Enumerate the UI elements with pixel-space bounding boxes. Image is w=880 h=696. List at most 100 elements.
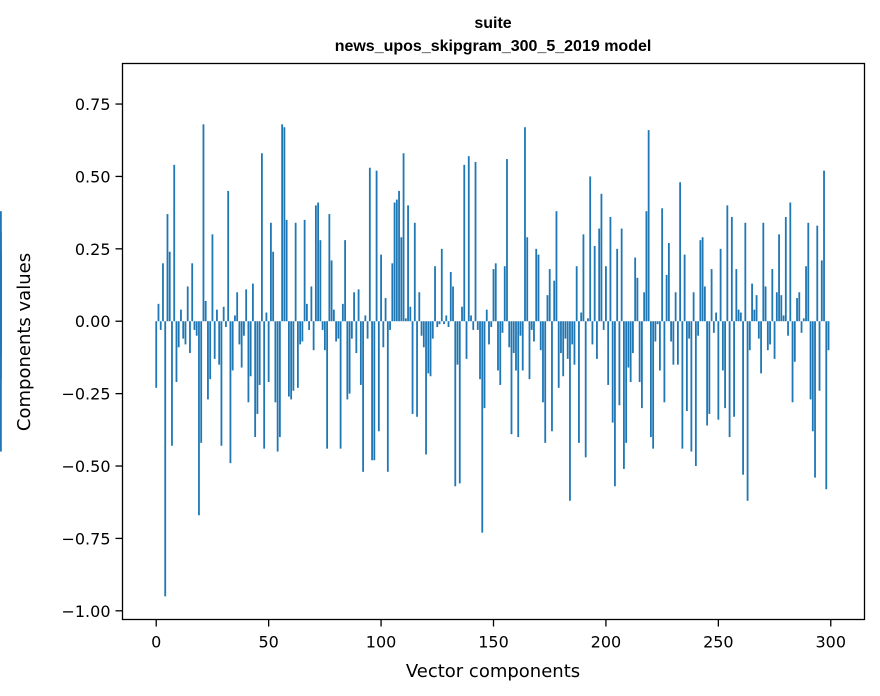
bar-4 xyxy=(164,321,167,597)
bar-186 xyxy=(573,321,576,365)
bar-249 xyxy=(715,312,717,322)
bar-282 xyxy=(789,202,792,322)
bar-94 xyxy=(366,321,369,339)
bar-69 xyxy=(310,286,313,322)
bar-238 xyxy=(690,321,693,452)
bar-129 xyxy=(445,315,448,322)
bar-41 xyxy=(247,321,250,403)
bar-6 xyxy=(168,251,171,322)
bar-106 xyxy=(393,202,396,322)
bar-293 xyxy=(814,321,816,478)
bar-244 xyxy=(703,286,706,322)
bar-151 xyxy=(494,263,497,322)
bar-252 xyxy=(721,321,724,371)
bar-255 xyxy=(728,321,731,438)
bar-64 xyxy=(299,321,302,345)
bar-206 xyxy=(618,321,621,406)
bar-15 xyxy=(189,321,191,354)
bar-246 xyxy=(708,321,711,414)
bar-124 xyxy=(434,266,436,322)
bar-241 xyxy=(697,321,700,336)
bar-237 xyxy=(688,321,691,339)
bar-142 xyxy=(474,161,477,322)
bar-222 xyxy=(654,321,657,342)
x-axis-label: Vector components xyxy=(406,661,580,682)
bar-10 xyxy=(177,321,180,348)
y-tick-label-1: −0.75 xyxy=(61,529,110,548)
bar-295 xyxy=(818,321,821,391)
bar-182 xyxy=(564,321,567,339)
bar-215 xyxy=(638,321,641,383)
bar-284 xyxy=(793,321,796,362)
chart-title-line-1: suite xyxy=(474,15,511,32)
bar-169 xyxy=(535,248,538,322)
bar-149 xyxy=(490,321,493,328)
bar-195 xyxy=(593,245,596,322)
bar-226 xyxy=(663,321,666,403)
bar-155 xyxy=(503,266,506,322)
bar-122 xyxy=(429,321,432,377)
bar-183 xyxy=(566,321,569,359)
bar-164 xyxy=(524,127,526,322)
bar-175 xyxy=(548,269,551,322)
bars-group xyxy=(0,124,830,597)
bar-16 xyxy=(191,263,194,322)
bar-194 xyxy=(591,321,594,345)
bar-245 xyxy=(706,321,709,426)
bar-240 xyxy=(694,321,697,467)
bar-152 xyxy=(497,321,499,371)
bar-268 xyxy=(757,321,760,339)
bar-125 xyxy=(436,321,439,328)
bar-42 xyxy=(249,321,252,377)
bar-188 xyxy=(578,321,580,443)
bar-208 xyxy=(623,321,625,469)
bar-38 xyxy=(240,321,243,368)
bar-145 xyxy=(481,321,484,533)
bar-72 xyxy=(317,202,320,322)
bar-113 xyxy=(409,306,412,322)
y-tick-label-0: −1.00 xyxy=(61,602,110,621)
bar-136 xyxy=(461,306,463,322)
bar-66 xyxy=(303,219,306,322)
bar-143 xyxy=(476,321,479,330)
bar-154 xyxy=(501,321,504,333)
bar-undefined xyxy=(0,321,2,333)
x-tick-label-200: 200 xyxy=(591,633,622,652)
bar-141 xyxy=(472,321,475,330)
bar-20 xyxy=(200,321,203,443)
bar-73 xyxy=(319,240,322,322)
bar-130 xyxy=(447,321,450,328)
bar-26 xyxy=(213,321,216,359)
bar-85 xyxy=(346,321,349,400)
bar-193 xyxy=(589,176,592,322)
bar-100 xyxy=(380,254,382,322)
bar-248 xyxy=(712,321,715,333)
bar-257 xyxy=(733,321,735,417)
bar-118 xyxy=(420,321,423,336)
y-tick-label-5: 0.25 xyxy=(75,240,111,259)
bar-144 xyxy=(479,321,481,380)
bar-33 xyxy=(229,321,232,464)
bar-281 xyxy=(787,321,789,336)
bar-138 xyxy=(465,321,468,359)
bar-121 xyxy=(427,321,430,374)
bar-181 xyxy=(562,321,565,377)
bar-243 xyxy=(701,237,704,322)
bar-147 xyxy=(485,309,488,322)
bar-269 xyxy=(760,321,762,374)
plot-frame xyxy=(121,62,866,621)
bar-166 xyxy=(528,321,531,380)
bar-86 xyxy=(348,321,351,394)
bar-283 xyxy=(791,321,794,403)
bar-277 xyxy=(778,234,780,322)
bar-120 xyxy=(425,321,427,455)
bar-19 xyxy=(198,321,200,516)
bar-90 xyxy=(357,289,360,322)
bar-236 xyxy=(685,321,688,411)
bar-47 xyxy=(261,153,263,322)
bar-253 xyxy=(724,321,726,409)
bar-48 xyxy=(263,321,266,449)
bar-294 xyxy=(816,225,819,322)
bar-296 xyxy=(820,260,823,322)
bar-110 xyxy=(402,153,405,322)
